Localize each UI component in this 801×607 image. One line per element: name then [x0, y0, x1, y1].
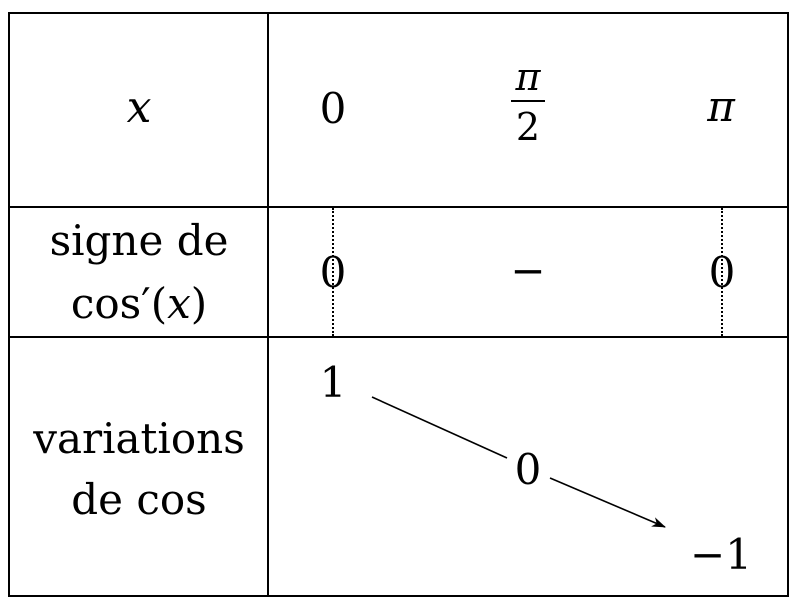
sign-zero-end: 0 — [708, 248, 736, 297]
fraction-bar — [511, 100, 545, 102]
decreasing-arrow-segment-2 — [549, 477, 666, 528]
fraction-numerator: π — [515, 55, 541, 99]
derivative-close-paren: ) — [190, 279, 208, 328]
derivative-variable: x — [167, 279, 191, 328]
zero-marker-end — [721, 208, 723, 336]
sign-row-label-line1: signe de — [49, 216, 229, 265]
header-value-pi-over-2: π 2 — [511, 58, 545, 146]
variation-value-middle: 0 — [514, 445, 542, 494]
variation-row-label-line1: variations — [33, 414, 245, 463]
variation-value-start: 1 — [319, 358, 347, 407]
variation-row-label-line2: de cos — [71, 475, 207, 524]
sign-row-label-line2: cos′(x) — [71, 283, 207, 325]
derivative-sign: − — [510, 246, 546, 295]
header-row-divider — [8, 206, 789, 208]
variation-table — [8, 12, 789, 597]
decreasing-arrow-segment-1 — [371, 396, 508, 459]
header-value-pi: π — [707, 82, 735, 131]
sign-zero-start: 0 — [319, 248, 347, 297]
variable-x-label: x — [126, 82, 152, 133]
label-column-divider — [267, 12, 269, 597]
fraction-denominator: 2 — [515, 105, 541, 149]
zero-marker-start — [332, 208, 334, 336]
sign-row-divider — [8, 336, 789, 338]
variation-value-end: −1 — [690, 530, 752, 579]
derivative-function: cos′( — [70, 279, 168, 328]
header-value-zero: 0 — [319, 84, 347, 133]
